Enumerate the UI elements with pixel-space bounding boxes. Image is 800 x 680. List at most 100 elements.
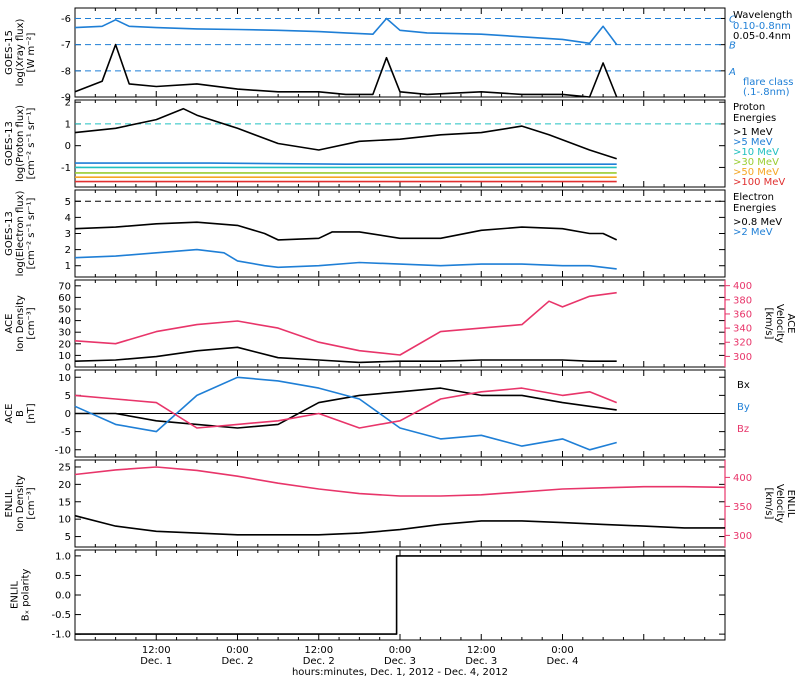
y-axis-label-line: B [15,410,26,417]
y-tick-label: 3 [65,229,71,240]
y-tick-label: 0.0 [55,591,71,602]
legend-entry: >30 MeV [733,157,779,168]
series-line-velocity [74,466,726,497]
panel-xray: -9 -8 -7 -6 GOES-15log(Xray flux)[W m⁻²] C B A W… [4,7,793,104]
y-tick-label: 25 [58,462,71,473]
y-axis-label: ACEIon Density[cm⁻³] [4,295,37,352]
series-line-bz [74,387,617,429]
y-axis-label-line: ACE [4,404,15,424]
y-axis-label: ENLILIon Density[cm⁻³] [4,475,37,532]
series-line-0-05-0-4nm [74,43,618,98]
panel-frame [74,459,726,548]
time-tick-label: 12:00 [304,645,333,656]
series-line-velocity [74,291,617,356]
date-tick-label: Dec. 3 [465,656,497,667]
y-axis-label-line: [W m⁻²] [26,32,37,72]
right-y-axis-label-line: Velocity [774,484,785,523]
date-tick-label: Dec. 2 [303,656,335,667]
y-axis-label: GOES-15log(Xray flux)[W m⁻²] [4,19,37,87]
legend-title: Wavelength [733,10,792,21]
y-tick-label: 5 [65,197,71,208]
panel-proton: -1 0 1 2 GOES-13log(Proton flux)[cm⁻² s⁻¹ sr… [4,98,785,188]
y-tick-label: 0 [65,141,71,152]
y-tick-label: 70 [58,281,71,292]
time-tick-label: 0:00 [389,645,411,656]
panels-layer: -9 -8 -7 -6 GOES-15log(Xray flux)[W m⁻²] C B A W… [4,7,796,641]
flare-class-label: A [728,67,736,78]
legend-entry: >5 MeV [733,137,773,148]
y-tick-label: -1 [61,163,71,174]
y-tick-label: -1.0 [51,630,71,641]
y-axis-label-line: ACE [4,314,15,334]
series-line--1-mev [74,107,617,160]
right-y-tick-label: 300 [733,352,752,363]
legend-entry: Bx [737,380,750,391]
right-y-axis-label-line: Velocity [774,304,785,343]
flare-class-label: B [729,41,736,52]
panel-enlil_density_velocity: 510152025300350400ENLILVelocity[km/s]ENL… [4,459,796,548]
legend-entry: By [737,402,750,413]
panel-frame [74,7,726,98]
y-tick-label: 2 [65,98,71,109]
time-axis: hours:minutes, Dec. 1, 2012 - Dec. 4, 20… [140,645,578,678]
panel-ace_density_velocity: 010203040506070300320340360380400ACEVelo… [4,279,796,374]
date-tick-label: Dec. 2 [221,656,253,667]
time-tick-label: 0:00 [226,645,248,656]
panel-enlil_polarity: -1.0 -0.5 0.0 0.5 1.0 ENLILBₓ polarity [10,549,726,641]
date-tick-label: Dec. 4 [546,656,578,667]
legend-entry: 0.10-0.8nm [733,21,791,32]
time-tick-label: 12:00 [467,645,496,656]
y-tick-label: 0 [65,409,71,420]
y-tick-label: -8 [61,66,71,77]
y-axis-label: GOES-13log(Electron flux)[cm⁻² s⁻¹ sr⁻¹] [4,191,37,277]
right-y-tick-label: 360 [733,309,752,320]
y-axis-label-line: ENLIL [4,489,15,517]
y-tick-label: 15 [58,497,71,508]
y-axis-label: ENLILBₓ polarity [10,569,32,622]
y-tick-label: 5 [65,391,71,402]
series-line--2-mev [74,248,617,270]
y-tick-label: 30 [58,328,71,339]
y-tick-label: -9 [61,93,71,104]
y-axis-label: ACEB[nT] [4,403,37,423]
legend-entry: >2 MeV [733,227,773,238]
right-y-axis-label-line: [km/s] [763,308,774,340]
legend-extra: (.1-.8nm) [743,87,790,98]
y-tick-label: 1 [65,261,71,272]
right-y-tick-label: 400 [733,281,752,292]
series-line-polarity [75,555,725,635]
y-tick-label: -5 [61,427,71,438]
panel-electron: 1 2 3 4 5 GOES-13log(Electron flux)[cm⁻² s⁻¹ … [4,189,782,278]
legend-title: Energies [733,203,776,214]
y-axis-label-line: GOES-13 [4,211,15,256]
y-tick-label: -6 [61,14,71,25]
right-y-tick-label: 340 [733,324,752,335]
y-axis-label-line: Bₓ polarity [21,569,32,622]
right-y-axis-label-line: [km/s] [763,488,774,520]
right-y-axis-label-line: ENLIL [785,490,796,518]
y-axis-label-line: [nT] [26,403,37,423]
y-tick-label: 40 [58,316,71,327]
y-tick-label: 1.0 [55,551,71,562]
y-axis-label-line: Ion Density [15,295,26,352]
time-tick-label: 12:00 [142,645,171,656]
y-axis-label-line: log(Electron flux) [15,191,26,277]
legend-title: Electron [733,192,774,203]
right-y-axis-label: ACEVelocity[km/s] [763,304,796,343]
y-axis-label-line: [cm⁻² s⁻¹ sr⁻¹] [26,198,37,270]
y-tick-label: 60 [58,293,71,304]
y-tick-label: 2 [65,245,71,256]
time-tick-label: 0:00 [551,645,573,656]
right-y-tick-label: 300 [733,531,752,542]
right-y-tick-label: 320 [733,338,752,349]
y-tick-label: 4 [65,213,71,224]
y-axis-label-line: [cm⁻³] [26,487,37,519]
panel-ace_b: -10 -5 0 5 10 ACEB[nT] Bx By Bz [4,369,750,458]
y-axis-label-line: GOES-13 [4,121,15,166]
y-tick-label: -10 [55,445,71,456]
y-tick-label: 10 [58,373,71,384]
y-axis-label: GOES-13log(Proton flux)[cm⁻² s⁻¹ sr⁻¹] [4,105,37,182]
series-line-0-10-0-8nm [74,17,618,46]
date-tick-label: Dec. 1 [140,656,172,667]
y-tick-label: -0.5 [51,610,71,621]
